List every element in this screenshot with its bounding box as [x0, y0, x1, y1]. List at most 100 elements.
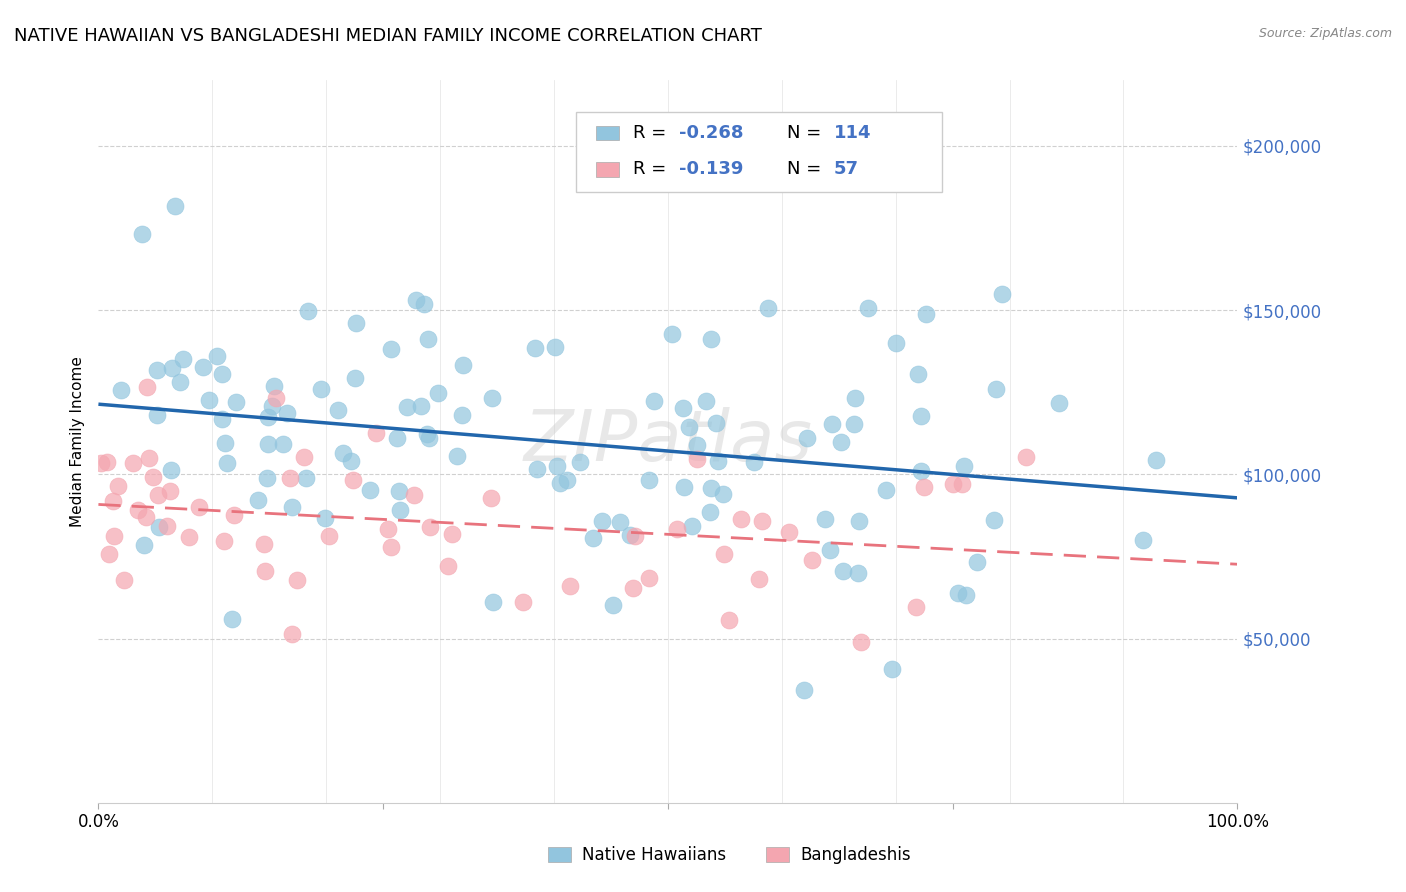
Point: [946, 586, 969, 600]
Point: [285, 573, 308, 587]
Point: [134, 538, 156, 552]
Point: [254, 564, 277, 578]
Point: [713, 547, 735, 561]
Point: [984, 382, 1007, 396]
Point: [983, 513, 1005, 527]
Text: R =: R =: [633, 161, 672, 178]
Text: 57: 57: [834, 161, 859, 178]
Point: [359, 483, 381, 498]
Point: [756, 301, 779, 316]
Point: [778, 524, 800, 539]
Point: [146, 363, 169, 377]
Point: [295, 471, 318, 485]
Point: [314, 511, 336, 525]
Text: NATIVE HAWAIIAN VS BANGLADESHI MEDIAN FAMILY INCOME CORRELATION CHART: NATIVE HAWAIIAN VS BANGLADESHI MEDIAN FA…: [14, 27, 762, 45]
Point: [700, 481, 723, 495]
Point: [389, 502, 412, 516]
Point: [160, 361, 183, 376]
Point: [621, 582, 644, 596]
Point: [707, 454, 730, 468]
Point: [205, 350, 228, 364]
Point: [211, 412, 233, 426]
Point: [247, 493, 270, 508]
Point: [377, 523, 399, 537]
Point: [831, 564, 853, 578]
Point: [915, 308, 938, 322]
Point: [103, 494, 125, 508]
Point: [742, 455, 765, 469]
Point: [966, 555, 988, 569]
Point: [256, 471, 278, 485]
Point: [96, 455, 118, 469]
Text: -0.139: -0.139: [679, 161, 744, 178]
Point: [818, 543, 841, 558]
Point: [260, 399, 283, 413]
Text: -0.268: -0.268: [679, 124, 744, 142]
Point: [292, 450, 315, 464]
Point: [699, 505, 721, 519]
Point: [548, 475, 571, 490]
Point: [215, 456, 238, 470]
Point: [107, 479, 129, 493]
Point: [856, 301, 879, 316]
Point: [479, 491, 502, 505]
Point: [910, 409, 932, 423]
Point: [609, 515, 631, 529]
Point: [748, 572, 770, 586]
Point: [437, 558, 460, 573]
Point: [643, 393, 665, 408]
Point: [318, 528, 340, 542]
Point: [730, 512, 752, 526]
Point: [122, 456, 145, 470]
Point: [198, 392, 221, 407]
Point: [482, 595, 505, 609]
Point: [672, 480, 695, 494]
Text: 114: 114: [834, 124, 872, 142]
Point: [110, 383, 132, 397]
Point: [159, 484, 181, 499]
Point: [704, 417, 727, 431]
Point: [695, 393, 717, 408]
Point: [135, 380, 157, 394]
Point: [793, 683, 815, 698]
Point: [842, 417, 865, 431]
Point: [582, 531, 605, 545]
Point: [686, 452, 709, 467]
Point: [1132, 533, 1154, 548]
Point: [717, 613, 740, 627]
Point: [558, 579, 581, 593]
FancyBboxPatch shape: [576, 112, 942, 192]
Point: [821, 417, 844, 431]
Point: [751, 514, 773, 528]
Point: [169, 375, 191, 389]
Point: [278, 470, 301, 484]
Point: [905, 600, 928, 615]
Point: [546, 459, 568, 474]
Point: [131, 227, 153, 241]
Point: [1015, 450, 1038, 464]
Text: R =: R =: [633, 124, 672, 142]
Point: [342, 473, 364, 487]
Point: [127, 503, 149, 517]
Y-axis label: Median Family Income: Median Family Income: [69, 356, 84, 527]
Text: Native Hawaiians: Native Hawaiians: [582, 846, 727, 863]
Point: [440, 527, 463, 541]
Point: [148, 520, 170, 534]
Point: [263, 379, 285, 393]
Point: [419, 519, 441, 533]
Point: [409, 399, 432, 413]
Point: [907, 368, 929, 382]
FancyBboxPatch shape: [596, 126, 619, 140]
Point: [257, 437, 280, 451]
Point: [1047, 396, 1070, 410]
Point: [451, 408, 474, 422]
Text: N =: N =: [787, 161, 827, 178]
Point: [844, 391, 866, 405]
Point: [637, 571, 659, 585]
Point: [264, 392, 287, 406]
Point: [661, 327, 683, 342]
Point: [955, 588, 977, 602]
Point: [221, 612, 243, 626]
Point: [814, 512, 837, 526]
Point: [97, 548, 120, 562]
